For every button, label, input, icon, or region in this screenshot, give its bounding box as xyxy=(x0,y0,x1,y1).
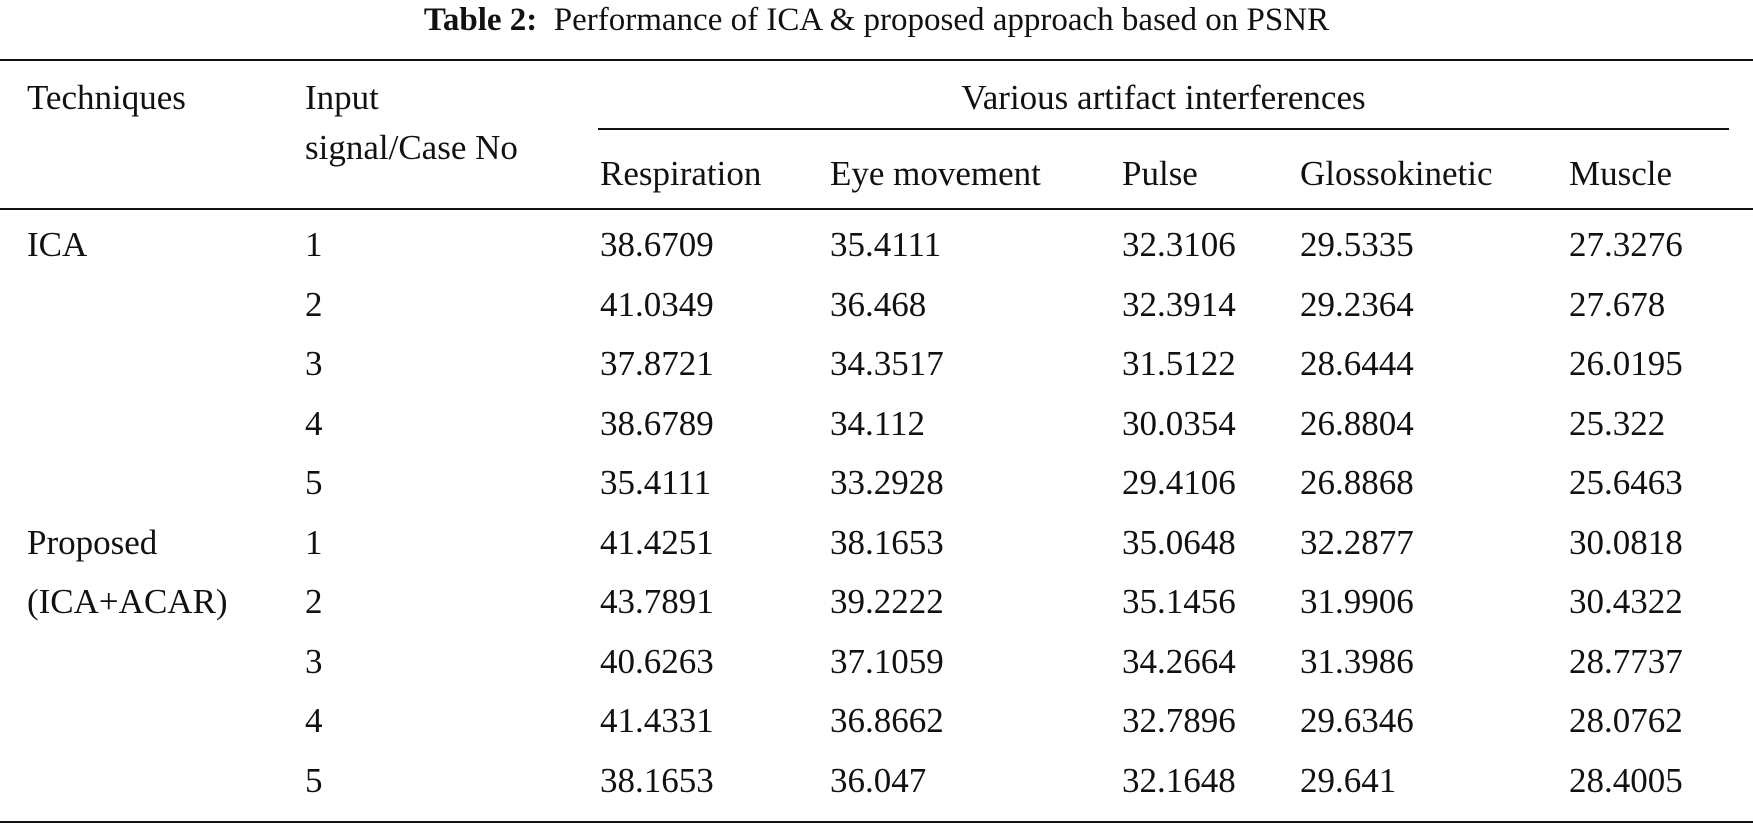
eye-movement-cell: 37.1059 xyxy=(830,642,944,681)
case-cell: 3 xyxy=(305,344,323,383)
eye-movement-cell: 34.3517 xyxy=(830,344,944,383)
respiration-cell: 43.7891 xyxy=(600,582,714,621)
glossokinetic-cell: 31.3986 xyxy=(1300,642,1414,681)
header-col-pulse: Pulse xyxy=(1122,154,1198,193)
respiration-cell: 40.6263 xyxy=(600,642,714,681)
technique-cell: (ICA+ACAR) xyxy=(27,582,228,621)
muscle-cell: 26.0195 xyxy=(1569,344,1683,383)
muscle-cell: 27.678 xyxy=(1569,285,1666,324)
glossokinetic-cell: 26.8868 xyxy=(1300,463,1414,502)
respiration-cell: 41.4331 xyxy=(600,701,714,740)
eye-movement-cell: 33.2928 xyxy=(830,463,944,502)
header-rule xyxy=(0,208,1753,210)
header-col-eye-movement: Eye movement xyxy=(830,154,1041,193)
top-rule xyxy=(0,59,1753,61)
eye-movement-cell: 39.2222 xyxy=(830,582,944,621)
caption-label: Table 2: xyxy=(423,2,538,38)
case-cell: 4 xyxy=(305,701,323,740)
technique-cell: Proposed xyxy=(27,523,158,562)
pulse-cell: 34.2664 xyxy=(1122,642,1236,681)
muscle-cell: 28.7737 xyxy=(1569,642,1683,681)
muscle-cell: 25.322 xyxy=(1569,404,1666,443)
muscle-cell: 30.0818 xyxy=(1569,523,1683,562)
glossokinetic-cell: 29.5335 xyxy=(1300,225,1414,264)
respiration-cell: 38.6789 xyxy=(600,404,714,443)
case-cell: 2 xyxy=(305,582,323,621)
group-rule xyxy=(598,128,1729,130)
respiration-cell: 35.4111 xyxy=(600,463,712,502)
glossokinetic-cell: 29.641 xyxy=(1300,761,1397,800)
bottom-rule xyxy=(0,821,1753,823)
glossokinetic-cell: 29.6346 xyxy=(1300,701,1414,740)
muscle-cell: 25.6463 xyxy=(1569,463,1683,502)
glossokinetic-cell: 31.9906 xyxy=(1300,582,1414,621)
respiration-cell: 37.8721 xyxy=(600,344,714,383)
technique-cell: ICA xyxy=(27,225,88,264)
respiration-cell: 41.0349 xyxy=(600,285,714,324)
pulse-cell: 32.3106 xyxy=(1122,225,1236,264)
header-input-line1: Input xyxy=(305,78,379,117)
header-col-respiration: Respiration xyxy=(600,154,762,193)
header-input-line2: signal/Case No xyxy=(305,128,518,167)
muscle-cell: 28.4005 xyxy=(1569,761,1683,800)
caption-text: Performance of ICA & proposed approach b… xyxy=(553,2,1330,38)
glossokinetic-cell: 32.2877 xyxy=(1300,523,1414,562)
muscle-cell: 30.4322 xyxy=(1569,582,1683,621)
case-cell: 3 xyxy=(305,642,323,681)
header-col-muscle: Muscle xyxy=(1569,154,1673,193)
eye-movement-cell: 36.047 xyxy=(830,761,927,800)
glossokinetic-cell: 28.6444 xyxy=(1300,344,1414,383)
pulse-cell: 32.1648 xyxy=(1122,761,1236,800)
eye-movement-cell: 34.112 xyxy=(830,404,925,443)
eye-movement-cell: 38.1653 xyxy=(830,523,944,562)
pulse-cell: 35.0648 xyxy=(1122,523,1236,562)
pulse-cell: 31.5122 xyxy=(1122,344,1236,383)
table-caption: Table 2: Performance of ICA & proposed a… xyxy=(0,0,1753,40)
pulse-cell: 35.1456 xyxy=(1122,582,1236,621)
respiration-cell: 41.4251 xyxy=(600,523,714,562)
pulse-cell: 29.4106 xyxy=(1122,463,1236,502)
case-cell: 5 xyxy=(305,463,323,502)
eye-movement-cell: 35.4111 xyxy=(830,225,942,264)
muscle-cell: 27.3276 xyxy=(1569,225,1683,264)
header-group: Various artifact interferences xyxy=(961,78,1366,117)
glossokinetic-cell: 29.2364 xyxy=(1300,285,1414,324)
case-cell: 4 xyxy=(305,404,323,443)
eye-movement-cell: 36.468 xyxy=(830,285,927,324)
pulse-cell: 32.3914 xyxy=(1122,285,1236,324)
header-techniques: Techniques xyxy=(27,78,186,117)
glossokinetic-cell: 26.8804 xyxy=(1300,404,1414,443)
pulse-cell: 30.0354 xyxy=(1122,404,1236,443)
case-cell: 1 xyxy=(305,225,323,264)
case-cell: 5 xyxy=(305,761,323,800)
header-col-glossokinetic: Glossokinetic xyxy=(1300,154,1493,193)
muscle-cell: 28.0762 xyxy=(1569,701,1683,740)
respiration-cell: 38.1653 xyxy=(600,761,714,800)
case-cell: 2 xyxy=(305,285,323,324)
eye-movement-cell: 36.8662 xyxy=(830,701,944,740)
case-cell: 1 xyxy=(305,523,323,562)
respiration-cell: 38.6709 xyxy=(600,225,714,264)
pulse-cell: 32.7896 xyxy=(1122,701,1236,740)
